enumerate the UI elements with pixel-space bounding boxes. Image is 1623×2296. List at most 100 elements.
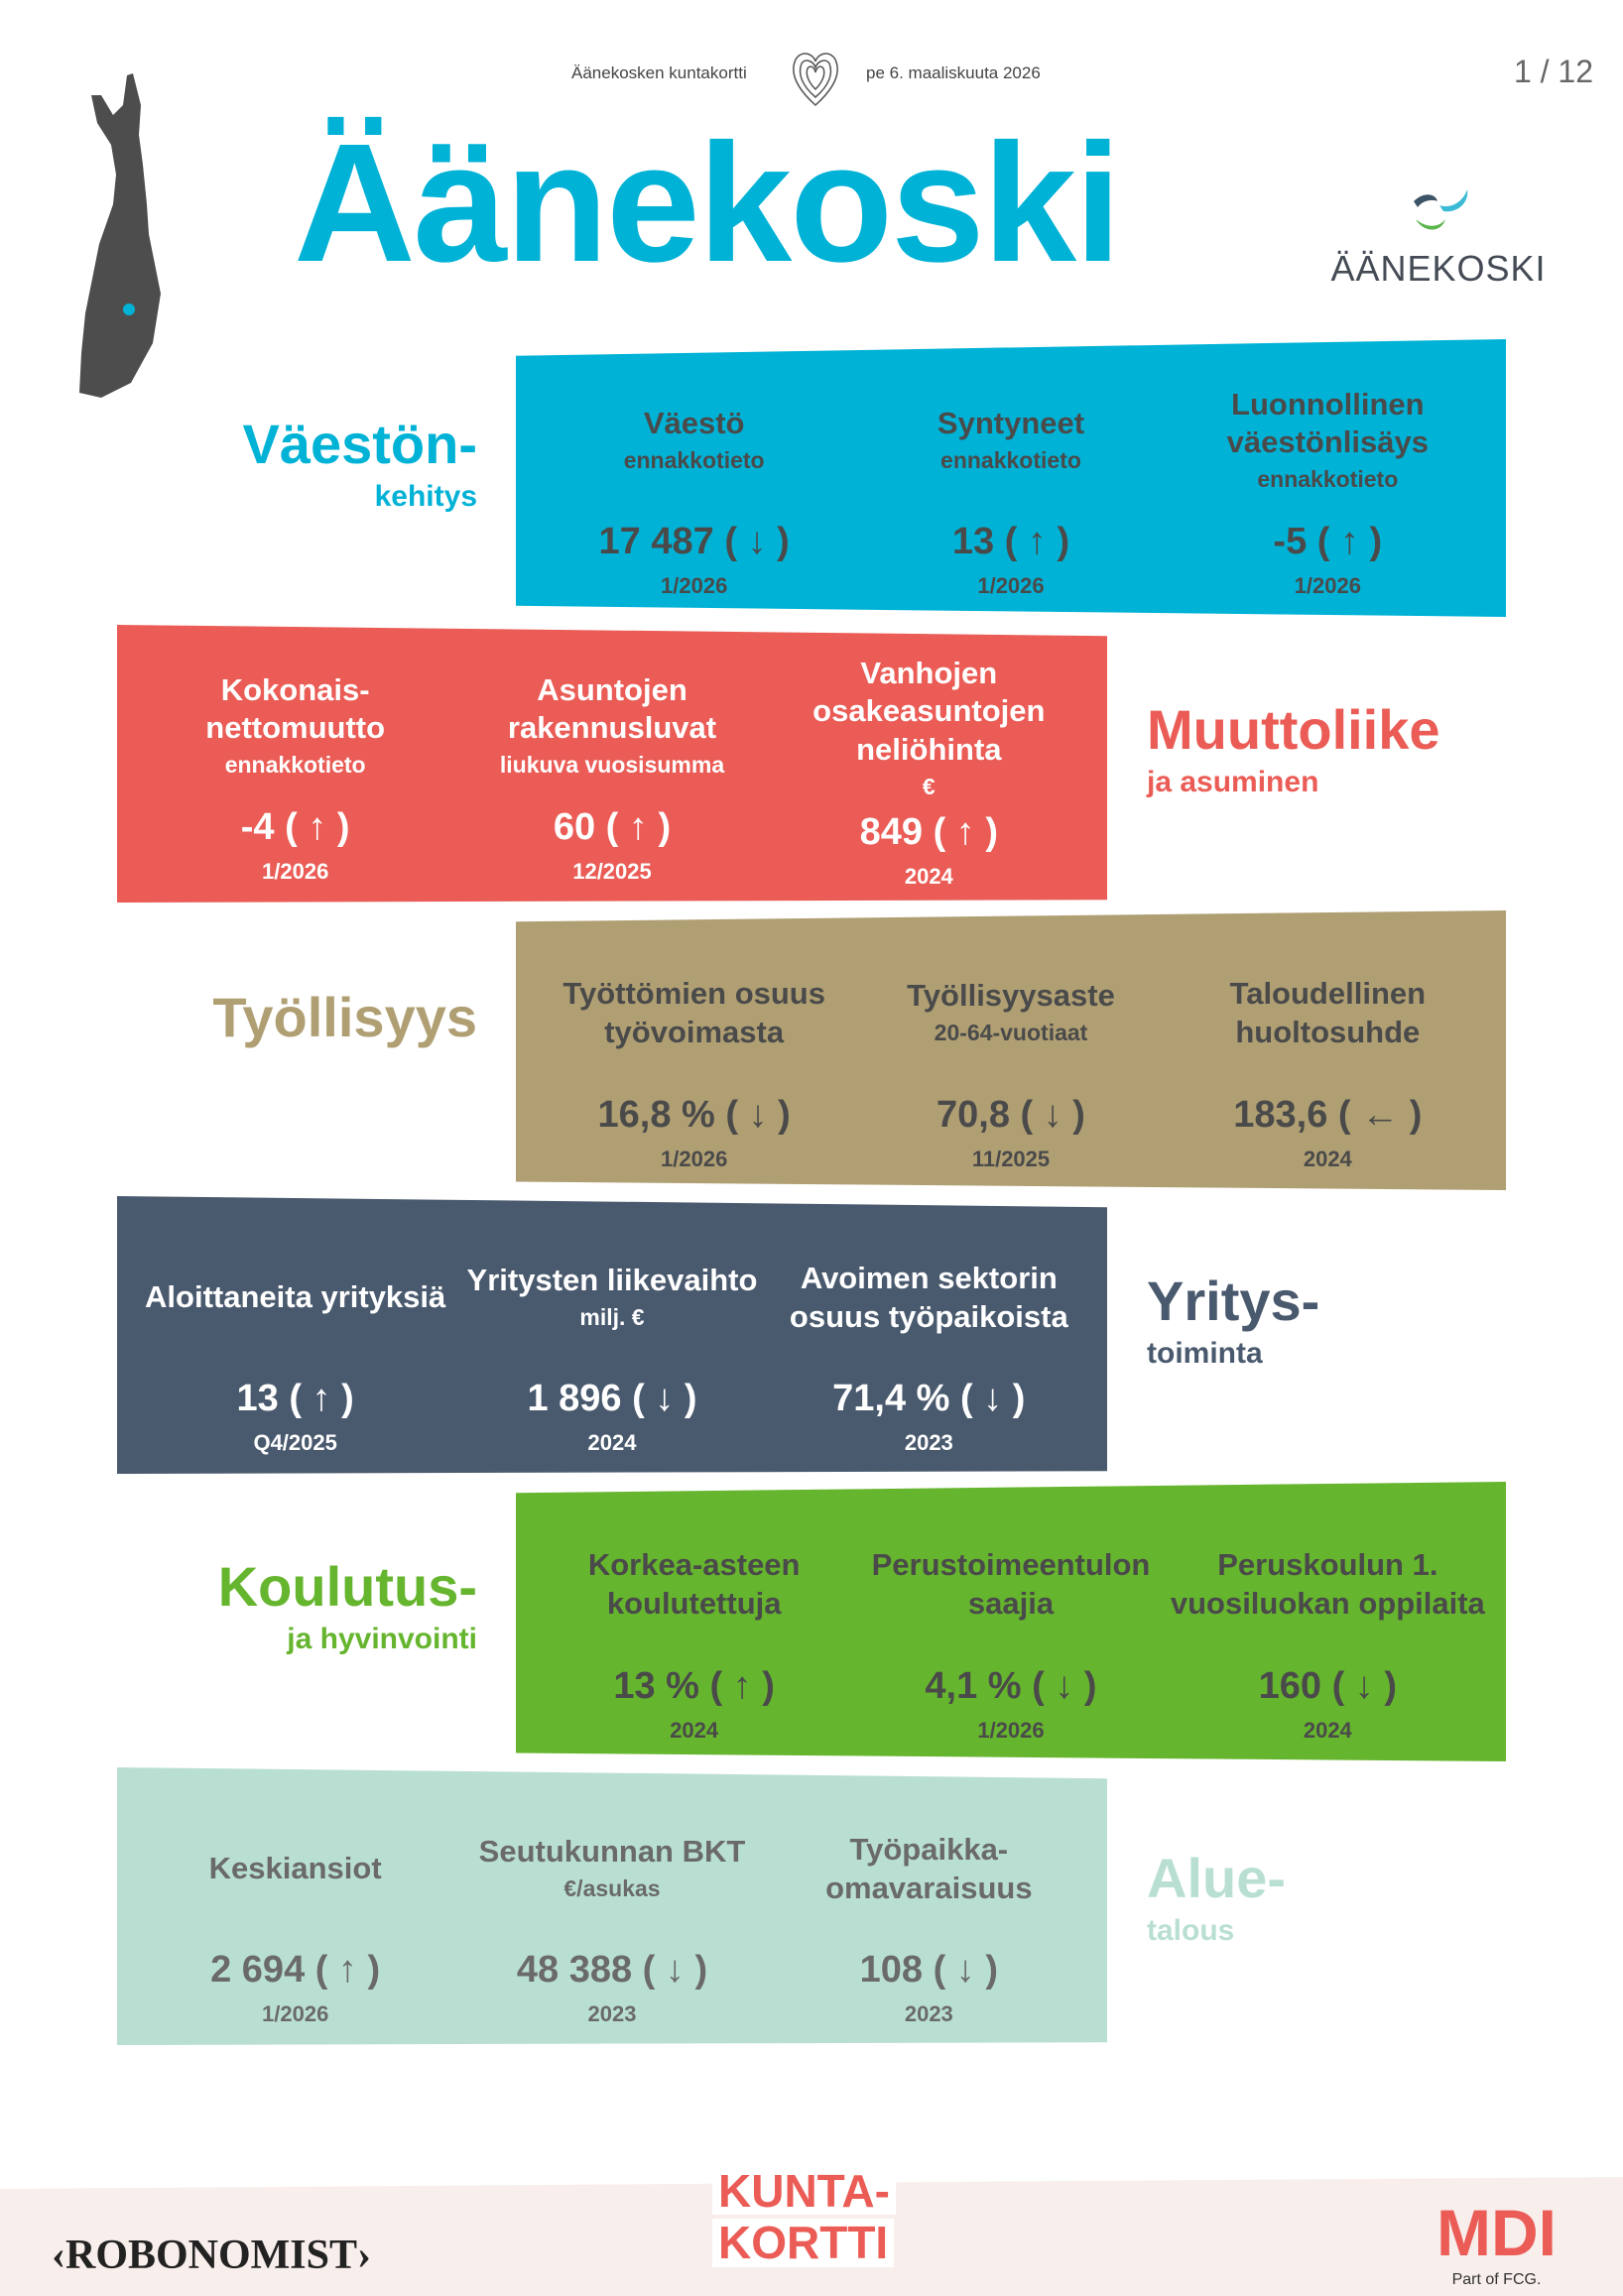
indicator: Kokonais- nettomuutto ennakkotieto -4 ( ↑ … bbox=[137, 655, 453, 885]
indicator-period: 1/2026 bbox=[977, 1718, 1045, 1743]
panel-3: Työttömien osuus työvoimasta 16,8 % ( ↓ )… bbox=[516, 910, 1506, 1190]
robonomist-logo: ‹ROBONOMIST› bbox=[52, 2233, 372, 2278]
trend-down-arrow-icon: ↓ bbox=[747, 521, 767, 562]
indicator: Syntyneet ennakkotieto 13 ( ↑ ) 1/2026 bbox=[852, 369, 1169, 599]
trend-left-arrow-icon: ← bbox=[1361, 1094, 1400, 1136]
indicator-title: Taloudellinen huoltosuhde bbox=[1229, 975, 1427, 1049]
indicator-value: 1 896 ( ↓ ) bbox=[527, 1378, 697, 1419]
section-heading: Väestön-kehitys bbox=[242, 413, 478, 514]
trend-down-arrow-icon: ↓ bbox=[983, 1378, 1003, 1419]
trend-up-arrow-icon: ↑ bbox=[1027, 521, 1047, 562]
indicator-value: 13 % ( ↑ ) bbox=[613, 1665, 775, 1707]
panel-6: Keskiansiot 2 694 ( ↑ ) 1/2026 Seutukunnan … bbox=[117, 1767, 1107, 2045]
section-heading: Muuttoliike ja asuminen bbox=[1147, 698, 1440, 799]
indicator-period: 1/2026 bbox=[262, 859, 329, 884]
indicator-value: 13 ( ↑ ) bbox=[236, 1378, 354, 1419]
indicator: Työttömien osuus työvoimasta 16,8 % ( ↓ )… bbox=[536, 940, 852, 1172]
indicator-value: 48 388 ( ↓ ) bbox=[516, 1949, 708, 1991]
indicator-value: 2 694 ( ↑ ) bbox=[210, 1949, 381, 1991]
kuntakortti-logo: KUNTA- KORTTI bbox=[712, 2167, 896, 2267]
indicator-value: 13 ( ↑ ) bbox=[951, 521, 1070, 562]
trend-up-arrow-icon: ↑ bbox=[337, 1949, 357, 1991]
indicator-period: 12/2025 bbox=[572, 859, 652, 884]
indicator-title: Peruskoulun 1. vuosiluokan oppilaita bbox=[1170, 1546, 1485, 1621]
indicator-value: 160 ( ↓ ) bbox=[1258, 1665, 1398, 1707]
indicator-subtitle: 20-64-vuotiaat bbox=[934, 1019, 1088, 1045]
aanekoski-logo: ÄÄNEKOSKI bbox=[1329, 183, 1548, 290]
indicator-period: 2024 bbox=[670, 1718, 719, 1743]
indicator-subtitle: ennakkotieto bbox=[623, 446, 765, 473]
indicator-title: Avoimen sektorin osuus työpaikoista bbox=[789, 1260, 1068, 1334]
indicator-period: 1/2026 bbox=[661, 573, 728, 598]
panel-2: Kokonais- nettomuutto ennakkotieto -4 ( ↑ … bbox=[117, 625, 1107, 903]
indicator-title: Luonnollinen väestönlisäys bbox=[1226, 386, 1429, 460]
aanekoski-logo-icon bbox=[1414, 189, 1468, 230]
indicator-subtitle: liukuva vuosisumma bbox=[499, 752, 725, 778]
indicator: Vanhojen osakeasuntojen neliöhinta €849 (… bbox=[771, 655, 1087, 889]
trend-up-arrow-icon: ↑ bbox=[628, 806, 648, 848]
indicator: Avoimen sektorin osuus työpaikoista 71,4 … bbox=[771, 1226, 1087, 1456]
indicator-value: 108 ( ↓ ) bbox=[859, 1949, 999, 1991]
indicator-title: Syntyneet bbox=[936, 405, 1085, 440]
indicator-period: 11/2025 bbox=[971, 1147, 1051, 1171]
indicator: Korkea-asteen koulutettuja 13 % ( ↑ ) 2024 bbox=[536, 1511, 852, 1744]
indicator-period: 1/2026 bbox=[661, 1147, 728, 1171]
logo-text: ÄÄNEKOSKI bbox=[1330, 248, 1547, 289]
indicator-subtitle: ennakkotieto bbox=[940, 446, 1081, 473]
header-left-text: Äänekosken kuntakortti bbox=[571, 63, 747, 82]
indicator-title: Työpaikka- omavaraisuus bbox=[825, 1831, 1033, 1905]
indicator-title: Työllisyysaste bbox=[907, 977, 1115, 1013]
indicator-value: 849 ( ↑ ) bbox=[859, 811, 999, 853]
indicator-period: 2023 bbox=[904, 2001, 953, 2026]
indicator-title: Seutukunnan BKT bbox=[478, 1833, 746, 1869]
section-heading: Alue-talous bbox=[1147, 1847, 1286, 1948]
indicator: Työllisyysaste 20-64-vuotiaat 70,8 ( ↓ ) 11… bbox=[852, 940, 1169, 1172]
indicator-period: 1/2026 bbox=[977, 573, 1045, 598]
indicator-period: 2023 bbox=[904, 1430, 953, 1455]
indicator-title: Työttömien osuus työvoimasta bbox=[562, 975, 825, 1049]
indicator-value: 17 487 ( ↓ ) bbox=[598, 521, 790, 562]
finland-map-icon bbox=[79, 73, 161, 398]
indicator-subtitle: € bbox=[922, 773, 936, 799]
trend-down-arrow-icon: ↓ bbox=[665, 1949, 685, 1991]
page-number: 1 / 12 bbox=[1513, 54, 1593, 89]
indicator-subtitle: ennakkotieto bbox=[224, 752, 366, 778]
indicator-value: 60 ( ↑ ) bbox=[553, 806, 672, 848]
trend-down-arrow-icon: ↓ bbox=[748, 1094, 768, 1136]
indicator-title: Vanhojen osakeasuntojen neliöhinta bbox=[812, 655, 1046, 768]
trend-up-arrow-icon: ↑ bbox=[312, 1378, 331, 1419]
indicator-value: 70,8 ( ↓ ) bbox=[936, 1094, 1085, 1136]
indicator: Luonnollinen väestönlisäys ennakkotieto -5… bbox=[1170, 369, 1486, 599]
trend-up-arrow-icon: ↑ bbox=[732, 1665, 752, 1707]
indicator: Väestö ennakkotieto 17 487 ( ↓ ) 1/2026 bbox=[536, 369, 852, 599]
fingerprint-heart-icon bbox=[793, 53, 838, 107]
indicator-title: Perustoimeentulon saajia bbox=[871, 1546, 1151, 1621]
indicator-period: 1/2026 bbox=[262, 2001, 329, 2026]
indicator: Työpaikka- omavaraisuus 108 ( ↓ ) 2023 bbox=[771, 1797, 1087, 2027]
trend-down-arrow-icon: ↓ bbox=[1055, 1665, 1074, 1707]
trend-down-arrow-icon: ↓ bbox=[955, 1949, 975, 1991]
indicator: Asuntojen rakennusluvat liukuva vuosisumm… bbox=[453, 655, 770, 885]
indicator: Peruskoulun 1. vuosiluokan oppilaita 160 … bbox=[1170, 1511, 1486, 1744]
indicator-value: 16,8 % ( ↓ ) bbox=[597, 1094, 791, 1136]
indicator-title: Keskiansiot bbox=[208, 1851, 382, 1886]
panel-4: Aloittaneita yrityksiä 13 ( ↑ ) Q4/2025 Yri… bbox=[117, 1196, 1107, 1474]
panel-1: Väestö ennakkotieto 17 487 ( ↓ ) 1/2026 Synt… bbox=[516, 339, 1506, 617]
indicator: Seutukunnan BKT €/asukas 48 388 ( ↓ ) 2023 bbox=[453, 1797, 770, 2027]
section-heading: Yritys-toiminta bbox=[1147, 1269, 1320, 1371]
trend-down-arrow-icon: ↓ bbox=[1043, 1094, 1062, 1136]
indicator-period: 2024 bbox=[1303, 1718, 1352, 1743]
mdi-logo: MDI Part of FCG. bbox=[1436, 2196, 1557, 2288]
indicator: Aloittaneita yrityksiä 13 ( ↑ ) Q4/2025 bbox=[137, 1226, 453, 1456]
trend-down-arrow-icon: ↓ bbox=[655, 1378, 675, 1419]
indicator-title: Asuntojen rakennusluvat bbox=[507, 671, 717, 746]
section-heading: Työllisyys bbox=[212, 986, 477, 1048]
indicator-title: Kokonais- nettomuutto bbox=[205, 671, 386, 746]
indicator-title: Aloittaneita yrityksiä bbox=[145, 1279, 446, 1315]
indicator: Perustoimeentulon saajia 4,1 % ( ↓ ) 1/202… bbox=[852, 1511, 1169, 1744]
indicator: Taloudellinen huoltosuhde 183,6 ( ← ) 2024 bbox=[1170, 940, 1486, 1172]
indicator-title: Väestö bbox=[643, 405, 745, 440]
indicator-period: 2024 bbox=[587, 1430, 637, 1455]
trend-up-arrow-icon: ↑ bbox=[308, 806, 327, 848]
indicator: Yritysten liikevaihto milj. € 1 896 ( ↓ ) 2… bbox=[453, 1226, 770, 1456]
